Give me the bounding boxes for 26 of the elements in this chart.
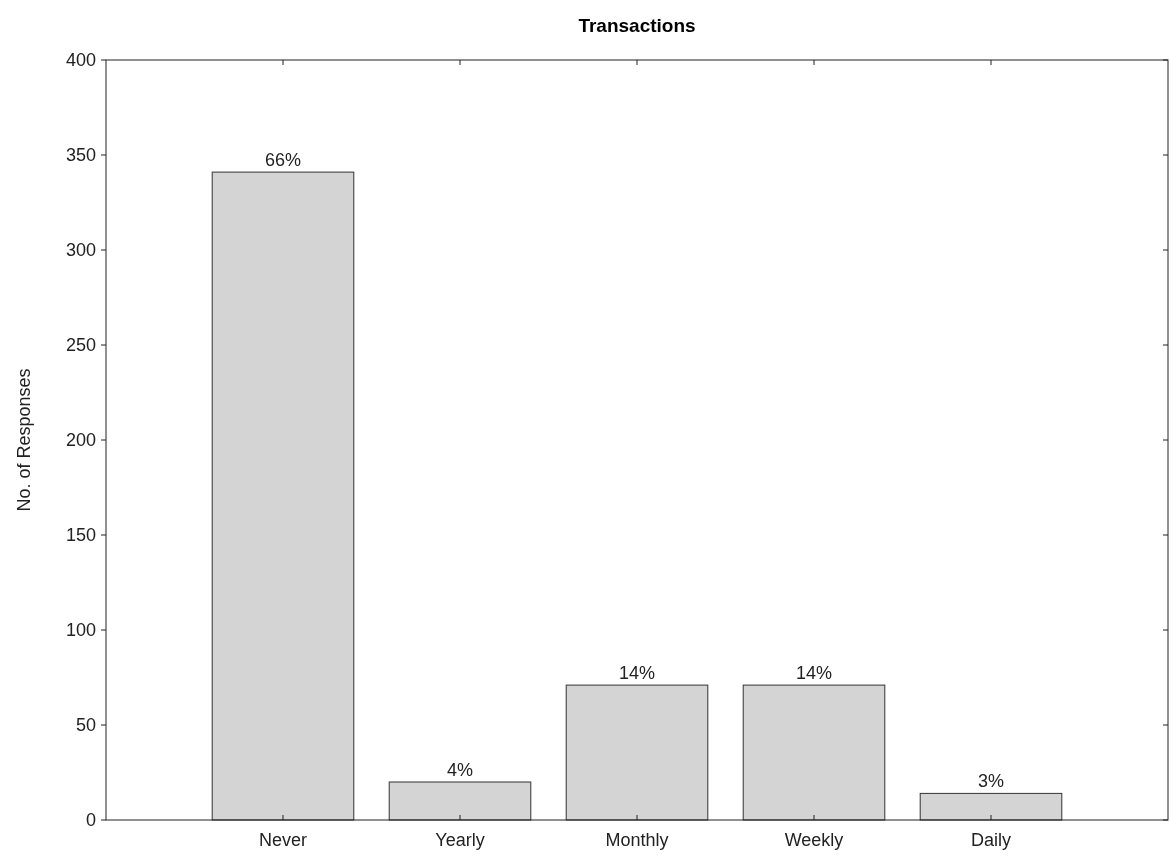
bar <box>211 171 355 821</box>
bar <box>565 684 709 821</box>
y-tick-label: 400 <box>65 50 96 71</box>
x-tick-label: Monthly <box>605 830 669 850</box>
y-tick-label: 300 <box>65 240 96 261</box>
y-axis-title: No. of Responses <box>14 368 34 512</box>
y-tick-label: 250 <box>65 335 96 356</box>
x-tick-label: Yearly <box>435 830 485 850</box>
y-tick-label: 50 <box>75 715 96 736</box>
annotation: 14% <box>795 663 833 684</box>
y-tick-label: 100 <box>65 620 96 641</box>
annotation: 3% <box>977 771 1005 792</box>
bar <box>742 684 886 821</box>
annotation: 66% <box>264 150 302 171</box>
y-tick-label: 150 <box>65 525 96 546</box>
y-tick-label: 0 <box>85 810 96 831</box>
y-tick-label: 350 <box>65 145 96 166</box>
x-tick-label: Never <box>258 830 308 850</box>
chart-title: Transactions <box>578 15 696 36</box>
y-tick-label: 200 <box>65 430 96 451</box>
annotation: 14% <box>618 663 656 684</box>
bar <box>388 781 532 821</box>
x-tick-label: Daily <box>970 830 1012 850</box>
x-tick-label: Weekly <box>784 830 844 850</box>
bar <box>919 792 1063 821</box>
annotation: 4% <box>446 760 474 780</box>
